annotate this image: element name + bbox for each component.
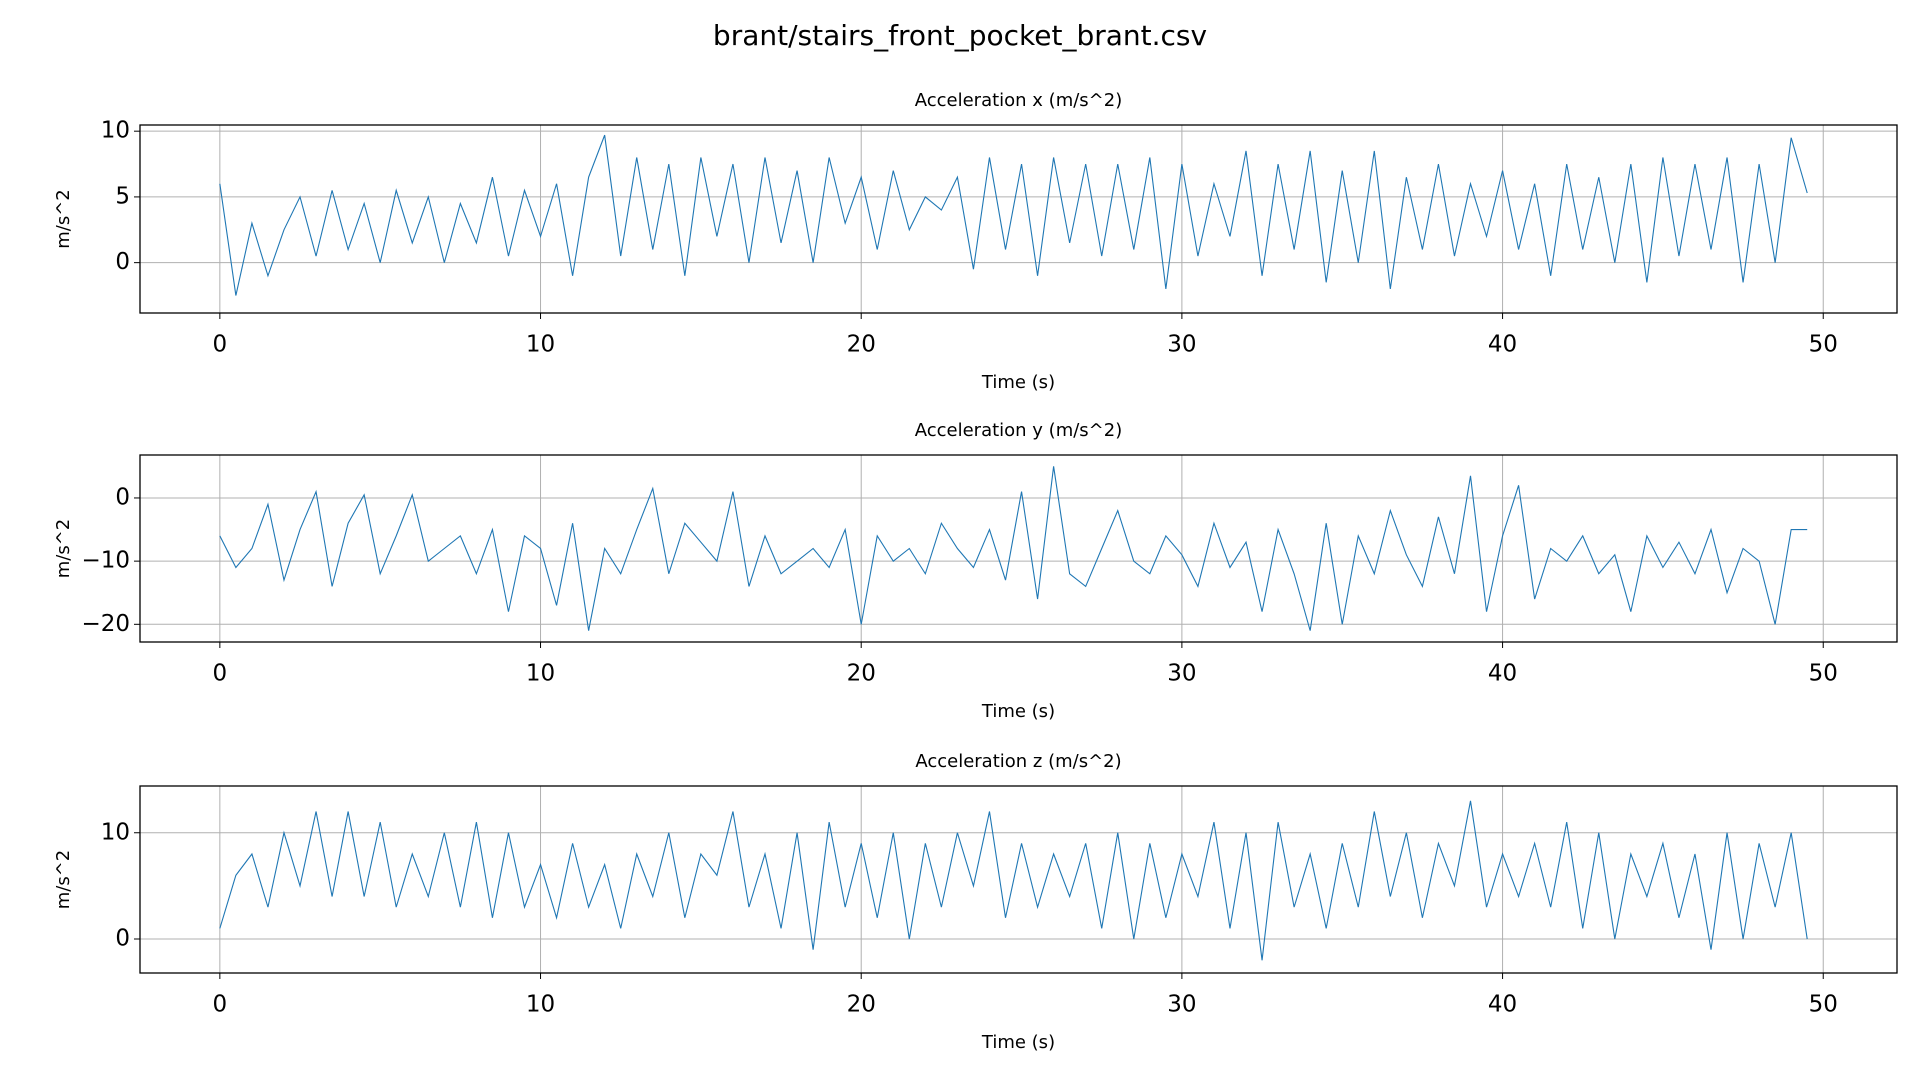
subplot-title: Acceleration y (m/s^2) bbox=[915, 420, 1123, 441]
y-axis-label: m/s^2 bbox=[53, 850, 74, 910]
y-tick-label: 0 bbox=[115, 484, 130, 510]
y-axis-label: m/s^2 bbox=[53, 189, 74, 249]
data-line bbox=[219, 466, 1808, 631]
plot-area bbox=[219, 466, 1808, 631]
x-tick-label: 40 bbox=[1488, 992, 1517, 1018]
subplot: Acceleration y (m/s^2) 0 10 20 30 40 50 −20 −10 0… bbox=[53, 420, 1898, 722]
plot-area bbox=[219, 800, 1808, 961]
y-tick-label: 10 bbox=[101, 118, 130, 144]
y-tick-label: 0 bbox=[115, 926, 130, 952]
x-tick-label: 50 bbox=[1809, 332, 1838, 358]
y-tick-label: 5 bbox=[115, 183, 130, 209]
x-tick-label: 0 bbox=[213, 661, 228, 687]
axes-frame bbox=[139, 785, 1898, 974]
data-line bbox=[219, 134, 1808, 296]
x-tick-label: 20 bbox=[847, 661, 876, 687]
subplot: Acceleration z (m/s^2) 0 10 20 30 40 50 0 10 Time… bbox=[53, 751, 1898, 1053]
x-tick-label: 40 bbox=[1488, 332, 1517, 358]
subplot-title: Acceleration x (m/s^2) bbox=[915, 90, 1123, 111]
x-tick-label: 10 bbox=[526, 992, 555, 1018]
x-tick-label: 0 bbox=[213, 992, 228, 1018]
y-tick-label: −20 bbox=[81, 611, 130, 637]
x-axis-label: Time (s) bbox=[981, 701, 1055, 722]
x-tick-label: 50 bbox=[1809, 661, 1838, 687]
plot-area bbox=[219, 134, 1808, 296]
figure-title: brant/stairs_front_pocket_brant.csv bbox=[713, 19, 1207, 52]
y-tick-label: 10 bbox=[101, 819, 130, 845]
x-axis-label: Time (s) bbox=[981, 1032, 1055, 1053]
x-tick-label: 10 bbox=[526, 661, 555, 687]
x-axis-label: Time (s) bbox=[981, 372, 1055, 393]
x-tick-label: 50 bbox=[1809, 992, 1838, 1018]
x-tick-label: 40 bbox=[1488, 661, 1517, 687]
axes-frame bbox=[139, 454, 1898, 643]
x-tick-label: 30 bbox=[1167, 992, 1196, 1018]
x-tick-label: 20 bbox=[847, 992, 876, 1018]
subplot: Acceleration x (m/s^2) 0 10 20 30 40 50 0 5 10 Tim… bbox=[53, 90, 1898, 393]
x-tick-label: 30 bbox=[1167, 332, 1196, 358]
y-tick-label: 0 bbox=[115, 249, 130, 275]
x-tick-label: 0 bbox=[213, 332, 228, 358]
x-tick-label: 30 bbox=[1167, 661, 1196, 687]
x-tick-label: 10 bbox=[526, 332, 555, 358]
y-tick-label: −10 bbox=[81, 548, 130, 574]
x-tick-label: 20 bbox=[847, 332, 876, 358]
data-line bbox=[219, 800, 1808, 961]
y-axis-label: m/s^2 bbox=[53, 519, 74, 579]
subplot-title: Acceleration z (m/s^2) bbox=[915, 751, 1121, 772]
axes-frame bbox=[139, 124, 1898, 314]
